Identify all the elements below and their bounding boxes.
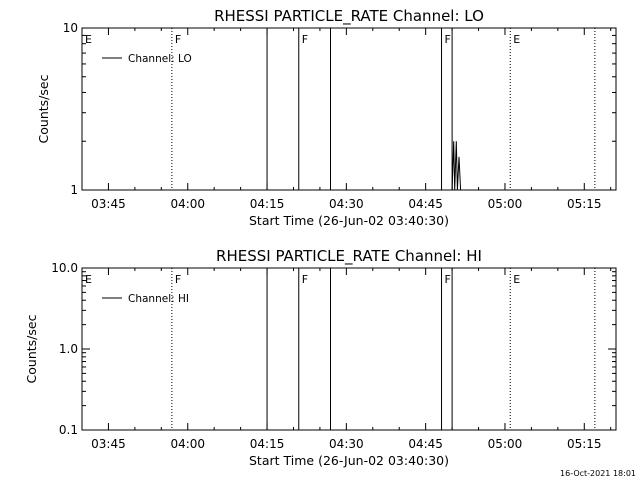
x-tick-label: 04:15 <box>250 197 285 211</box>
plot-frame <box>81 27 617 191</box>
y-tick-label: 0.1 <box>59 423 78 437</box>
y-tick-label: 1.0 <box>59 342 78 356</box>
x-tick-label: 03:45 <box>91 437 126 451</box>
y-tick-label: 1 <box>70 183 78 197</box>
flag-marker-label: F <box>302 273 308 286</box>
x-tick-label: 04:00 <box>170 437 205 451</box>
flag-marker-label: F <box>445 273 451 286</box>
panel-title: RHESSI PARTICLE_RATE Channel: LO <box>214 7 484 26</box>
panel-lo: RHESSI PARTICLE_RATE Channel: LO Start T… <box>36 7 617 228</box>
y-tick-label: 10.0 <box>51 261 78 275</box>
flag-marker-label: E <box>85 33 92 46</box>
panel-title: RHESSI PARTICLE_RATE Channel: HI <box>216 247 482 266</box>
x-tick-label: 04:45 <box>408 197 443 211</box>
x-tick-label: 04:45 <box>408 437 443 451</box>
legend-label: Channel: LO <box>128 53 192 65</box>
x-tick-label: 04:15 <box>250 437 285 451</box>
series-line <box>451 141 462 191</box>
flag-marker-label: F <box>175 273 181 286</box>
x-tick-label: 05:00 <box>488 197 523 211</box>
x-tick-label: 03:45 <box>91 197 126 211</box>
legend-label: Channel: HI <box>128 293 189 305</box>
panel-hi: RHESSI PARTICLE_RATE Channel: HI Start T… <box>24 247 617 468</box>
flag-marker-label: E <box>85 273 92 286</box>
flag-marker-label: F <box>302 33 308 46</box>
flag-marker-label: E <box>513 33 520 46</box>
flag-marker-label: E <box>513 273 520 286</box>
y-tick-label: 10 <box>63 21 78 35</box>
flag-marker-label: F <box>175 33 181 46</box>
flag-marker-label: F <box>445 33 451 46</box>
x-tick-label: 05:00 <box>488 437 523 451</box>
x-tick-label: 04:30 <box>329 197 364 211</box>
y-axis-label: Counts/sec <box>24 314 39 383</box>
x-tick-label: 05:15 <box>567 197 602 211</box>
x-tick-label: 04:00 <box>170 197 205 211</box>
y-axis-label: Counts/sec <box>36 74 51 143</box>
timestamp-label: 16-Oct-2021 18:01 <box>560 469 636 478</box>
x-axis-label: Start Time (26-Jun-02 03:40:30) <box>249 213 449 228</box>
x-axis-label: Start Time (26-Jun-02 03:40:30) <box>249 453 449 468</box>
x-tick-label: 04:30 <box>329 437 364 451</box>
x-tick-label: 05:15 <box>567 437 602 451</box>
